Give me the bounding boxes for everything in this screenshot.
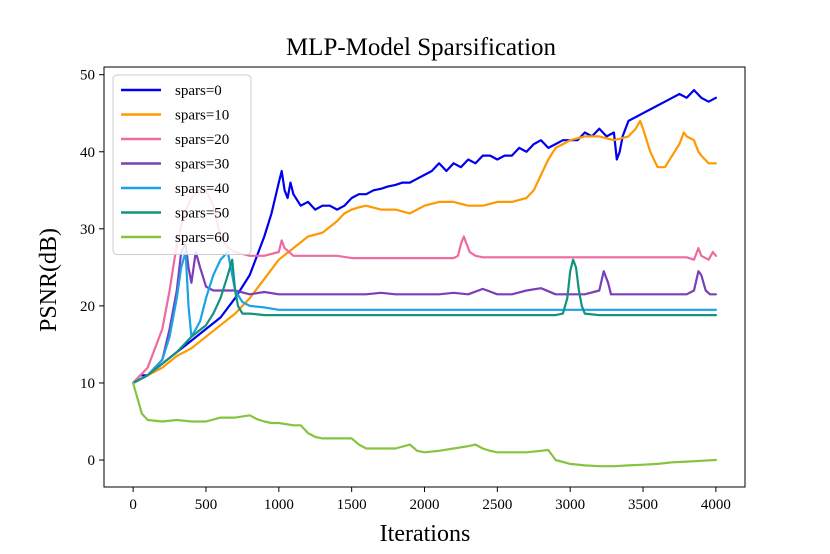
series-line-1 xyxy=(132,119,717,385)
x-tick-label-7: 3500 xyxy=(628,497,658,513)
x-tick-label-0: 0 xyxy=(129,497,137,513)
x-axis-label: Iterations xyxy=(380,521,471,547)
y-tick-label-3: 30 xyxy=(80,222,95,238)
x-tick-label-4: 2000 xyxy=(410,497,440,513)
y-tick-label-4: 40 xyxy=(80,145,95,161)
chart-title: MLP-Model Sparsification xyxy=(286,34,557,61)
legend-box xyxy=(112,74,252,255)
y-tick-label-2: 20 xyxy=(80,299,95,315)
series-line-0 xyxy=(132,89,717,385)
legend-label-5: spars=50 xyxy=(175,206,229,222)
ticks-layer: 0 500 1000 1500 2000 2500 3000 3500 4000 0 10 20 30 4… xyxy=(80,68,731,513)
legend-label-2: spars=20 xyxy=(175,132,229,148)
series-line-6 xyxy=(132,381,717,468)
x-tick-label-1: 500 xyxy=(195,497,218,513)
legend-label-4: spars=40 xyxy=(175,181,229,197)
plot-frame xyxy=(103,66,746,488)
x-tick-label-6: 3000 xyxy=(555,497,585,513)
series-line-4 xyxy=(132,250,717,385)
y-axis-label: PSNR(dB) xyxy=(36,228,62,332)
legend-label-0: spars=0 xyxy=(175,83,222,99)
x-tick-label-2: 1000 xyxy=(264,497,294,513)
y-tick-label-0: 0 xyxy=(88,453,96,469)
x-tick-label-3: 1500 xyxy=(337,497,367,513)
legend-label-1: spars=10 xyxy=(175,108,229,124)
y-tick-label-1: 10 xyxy=(80,376,95,392)
series-line-5 xyxy=(132,258,717,385)
y-tick-label-5: 50 xyxy=(80,68,95,84)
legend: spars=0 spars=10 spars=20 spars=30 spars=40 s… xyxy=(112,74,252,255)
legend-label-3: spars=30 xyxy=(175,157,229,173)
series-line-3 xyxy=(132,243,717,385)
x-tick-label-8: 4000 xyxy=(701,497,731,513)
x-tick-label-5: 2500 xyxy=(482,497,512,513)
legend-label-6: spars=60 xyxy=(175,230,229,246)
